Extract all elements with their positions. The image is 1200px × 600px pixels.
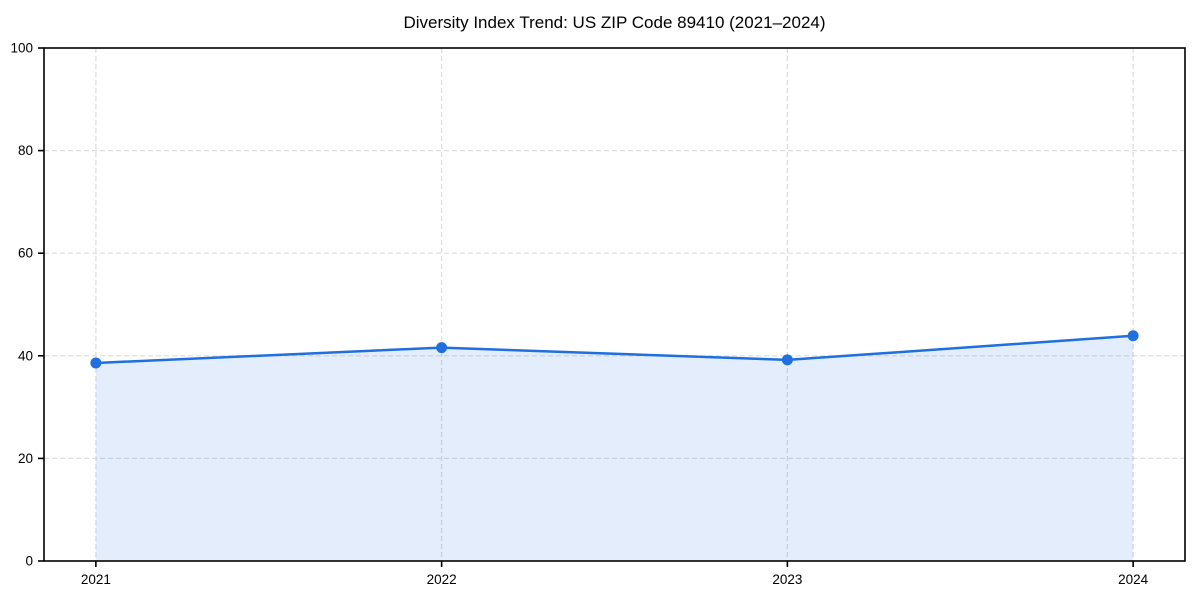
y-tick-label: 40 — [18, 348, 33, 363]
data-point-2023 — [781, 354, 793, 366]
x-tick-label: 2024 — [1118, 572, 1149, 587]
y-tick-label: 60 — [18, 246, 33, 261]
area-fill — [95, 335, 1134, 561]
y-tick-label: 20 — [18, 451, 33, 466]
data-point-2022 — [436, 342, 448, 354]
chart-title: Diversity Index Trend: US ZIP Code 89410… — [403, 13, 826, 32]
y-tick-label: 0 — [25, 554, 33, 569]
data-point-2024 — [1127, 330, 1139, 342]
data-point-2021 — [90, 357, 102, 369]
x-tick-label: 2022 — [427, 572, 457, 587]
trend-line — [94, 334, 1135, 365]
tick-labels: 0 20 40 60 80 100 2021 2022 2023 2024 — [10, 41, 1148, 588]
x-tick-label: 2021 — [81, 572, 111, 587]
y-tick-label: 80 — [18, 143, 33, 158]
x-tick-label: 2023 — [772, 572, 802, 587]
axes-spines — [43, 47, 1186, 562]
y-tick-label: 100 — [10, 41, 33, 56]
tick-marks — [38, 47, 1134, 567]
